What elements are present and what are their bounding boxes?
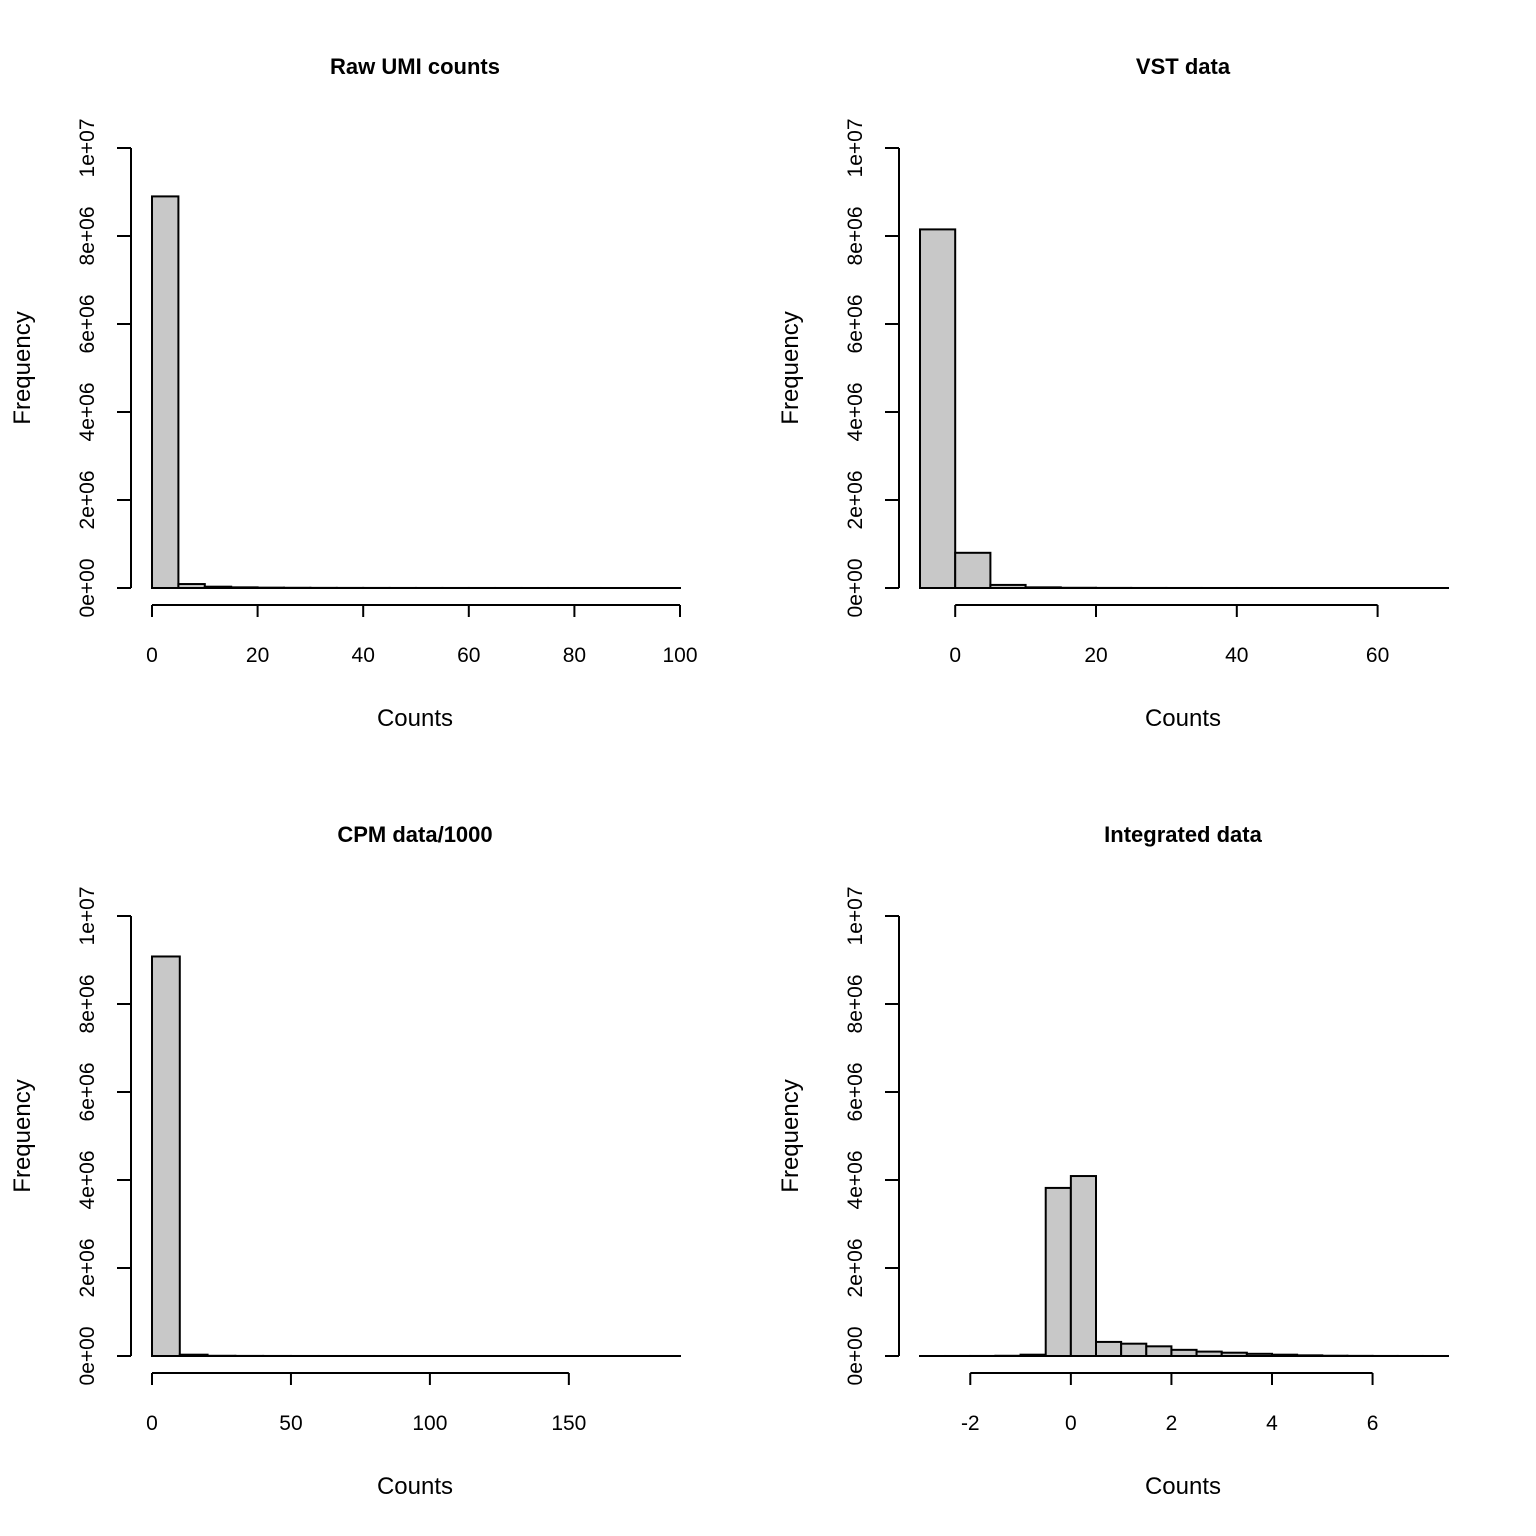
- y-tick-label: 1e+07: [844, 887, 867, 946]
- x-tick-label: 6: [1367, 1412, 1379, 1435]
- y-axis-label: Frequency: [9, 311, 36, 424]
- x-tick-label: 0: [146, 644, 158, 667]
- panel-integrated-data: Integrated data Counts Frequency -2 0 2 4 6 …: [777, 822, 1450, 1500]
- chart-title: Raw UMI counts: [330, 54, 500, 79]
- chart-title: CPM data/1000: [337, 822, 492, 847]
- y-tick-label: 4e+06: [76, 1151, 99, 1210]
- histogram-bar: [1296, 1354, 1324, 1357]
- x-axis: -2 0 2 4 6: [961, 1372, 1379, 1435]
- histogram-bar: [1069, 1175, 1098, 1358]
- y-tick-label: 4e+06: [844, 1151, 867, 1210]
- x-tick-label: 100: [662, 644, 697, 667]
- y-tick-label: 8e+06: [844, 975, 867, 1034]
- x-tick-label: 20: [1084, 644, 1107, 667]
- x-tick-label: 60: [457, 644, 480, 667]
- y-tick-label: 2e+06: [76, 1239, 99, 1298]
- panel-raw-umi-counts: Raw UMI counts Counts Frequency 0 20 40 60 8…: [9, 54, 698, 732]
- histogram-bar: [1245, 1352, 1274, 1358]
- y-tick-label: 6e+06: [844, 295, 867, 354]
- panel-cpm-data: CPM data/1000 Counts Frequency 0 50 100 150…: [9, 822, 681, 1500]
- histogram-bar: [1095, 1340, 1123, 1358]
- histogram-bar: [1195, 1350, 1223, 1357]
- x-axis: 0 50 100 150: [146, 1372, 586, 1435]
- y-tick-label: 1e+07: [844, 119, 867, 178]
- y-tick-label: 8e+06: [76, 975, 99, 1034]
- panel-vst-data: VST data Counts Frequency 0 20 40 60 0e+00 2…: [777, 54, 1450, 732]
- histogram-bar: [230, 586, 259, 590]
- y-tick-label: 0e+00: [76, 1327, 99, 1386]
- histogram-bar: [989, 583, 1027, 589]
- histogram-bar: [177, 583, 206, 589]
- y-tick-label: 6e+06: [844, 1063, 867, 1122]
- histogram-bar: [919, 228, 957, 589]
- x-tick-label: 80: [563, 644, 586, 667]
- x-axis-label: Counts: [1145, 705, 1221, 732]
- y-tick-label: 4e+06: [76, 383, 99, 442]
- y-axis: 0e+00 2e+06 4e+06 6e+06 8e+06 1e+07: [844, 887, 900, 1386]
- histogram-bar: [151, 195, 180, 589]
- x-axis: 0 20 40 60: [949, 604, 1389, 667]
- histogram-bar: [1044, 1186, 1072, 1358]
- x-tick-label: 2: [1166, 1412, 1178, 1435]
- x-tick-label: 40: [1225, 644, 1248, 667]
- histogram-bars: [919, 228, 1450, 590]
- y-axis-label: Frequency: [777, 1079, 804, 1192]
- chart-title: Integrated data: [1104, 822, 1262, 847]
- y-tick-label: 8e+06: [844, 207, 867, 266]
- histogram-bar: [1271, 1353, 1299, 1358]
- x-tick-label: 50: [279, 1412, 302, 1435]
- x-tick-label: 60: [1366, 644, 1389, 667]
- x-axis: 0 20 40 60 80 100: [146, 604, 698, 667]
- histogram-bar: [1170, 1348, 1198, 1357]
- y-axis: 0e+00 2e+06 4e+06 6e+06 8e+06 1e+07: [76, 119, 132, 618]
- histogram-bar: [178, 1353, 209, 1358]
- y-tick-label: 1e+07: [76, 887, 99, 946]
- histogram-bar: [1145, 1345, 1173, 1357]
- y-axis-label: Frequency: [777, 311, 804, 424]
- histogram-bars: [151, 955, 681, 1358]
- y-tick-label: 2e+06: [76, 471, 99, 530]
- y-tick-label: 1e+07: [76, 119, 99, 178]
- y-tick-label: 4e+06: [844, 383, 867, 442]
- histogram-bar: [1024, 586, 1062, 590]
- x-tick-label: 4: [1266, 1412, 1278, 1435]
- y-tick-label: 0e+00: [844, 559, 867, 618]
- histogram-bar: [954, 551, 992, 589]
- histogram-bar: [1220, 1351, 1248, 1357]
- y-tick-label: 8e+06: [76, 207, 99, 266]
- y-tick-label: 2e+06: [844, 1239, 867, 1298]
- x-tick-label: 20: [246, 644, 269, 667]
- x-axis-label: Counts: [1145, 1473, 1221, 1500]
- x-tick-label: 100: [412, 1412, 447, 1435]
- y-tick-label: 0e+00: [844, 1327, 867, 1386]
- y-axis-label: Frequency: [9, 1079, 36, 1192]
- histogram-bars: [151, 195, 681, 590]
- histogram-bar: [1019, 1353, 1047, 1358]
- histogram-bars: [919, 1175, 1450, 1358]
- x-tick-label: -2: [961, 1412, 980, 1435]
- x-axis-label: Counts: [377, 1473, 453, 1500]
- x-tick-label: 40: [352, 644, 375, 667]
- histogram-bar: [203, 585, 233, 589]
- y-tick-label: 6e+06: [76, 1063, 99, 1122]
- y-tick-label: 0e+00: [76, 559, 99, 618]
- x-tick-label: 0: [1065, 1412, 1077, 1435]
- x-tick-label: 150: [551, 1412, 586, 1435]
- chart-title: VST data: [1136, 54, 1231, 79]
- x-tick-label: 0: [949, 644, 961, 667]
- histogram-bar: [1120, 1342, 1148, 1358]
- histogram-bar: [151, 955, 181, 1357]
- y-tick-label: 2e+06: [844, 471, 867, 530]
- y-axis: 0e+00 2e+06 4e+06 6e+06 8e+06 1e+07: [76, 887, 132, 1386]
- x-tick-label: 0: [146, 1412, 158, 1435]
- y-tick-label: 6e+06: [76, 295, 99, 354]
- y-axis: 0e+00 2e+06 4e+06 6e+06 8e+06 1e+07: [844, 119, 900, 618]
- x-axis-label: Counts: [377, 705, 453, 732]
